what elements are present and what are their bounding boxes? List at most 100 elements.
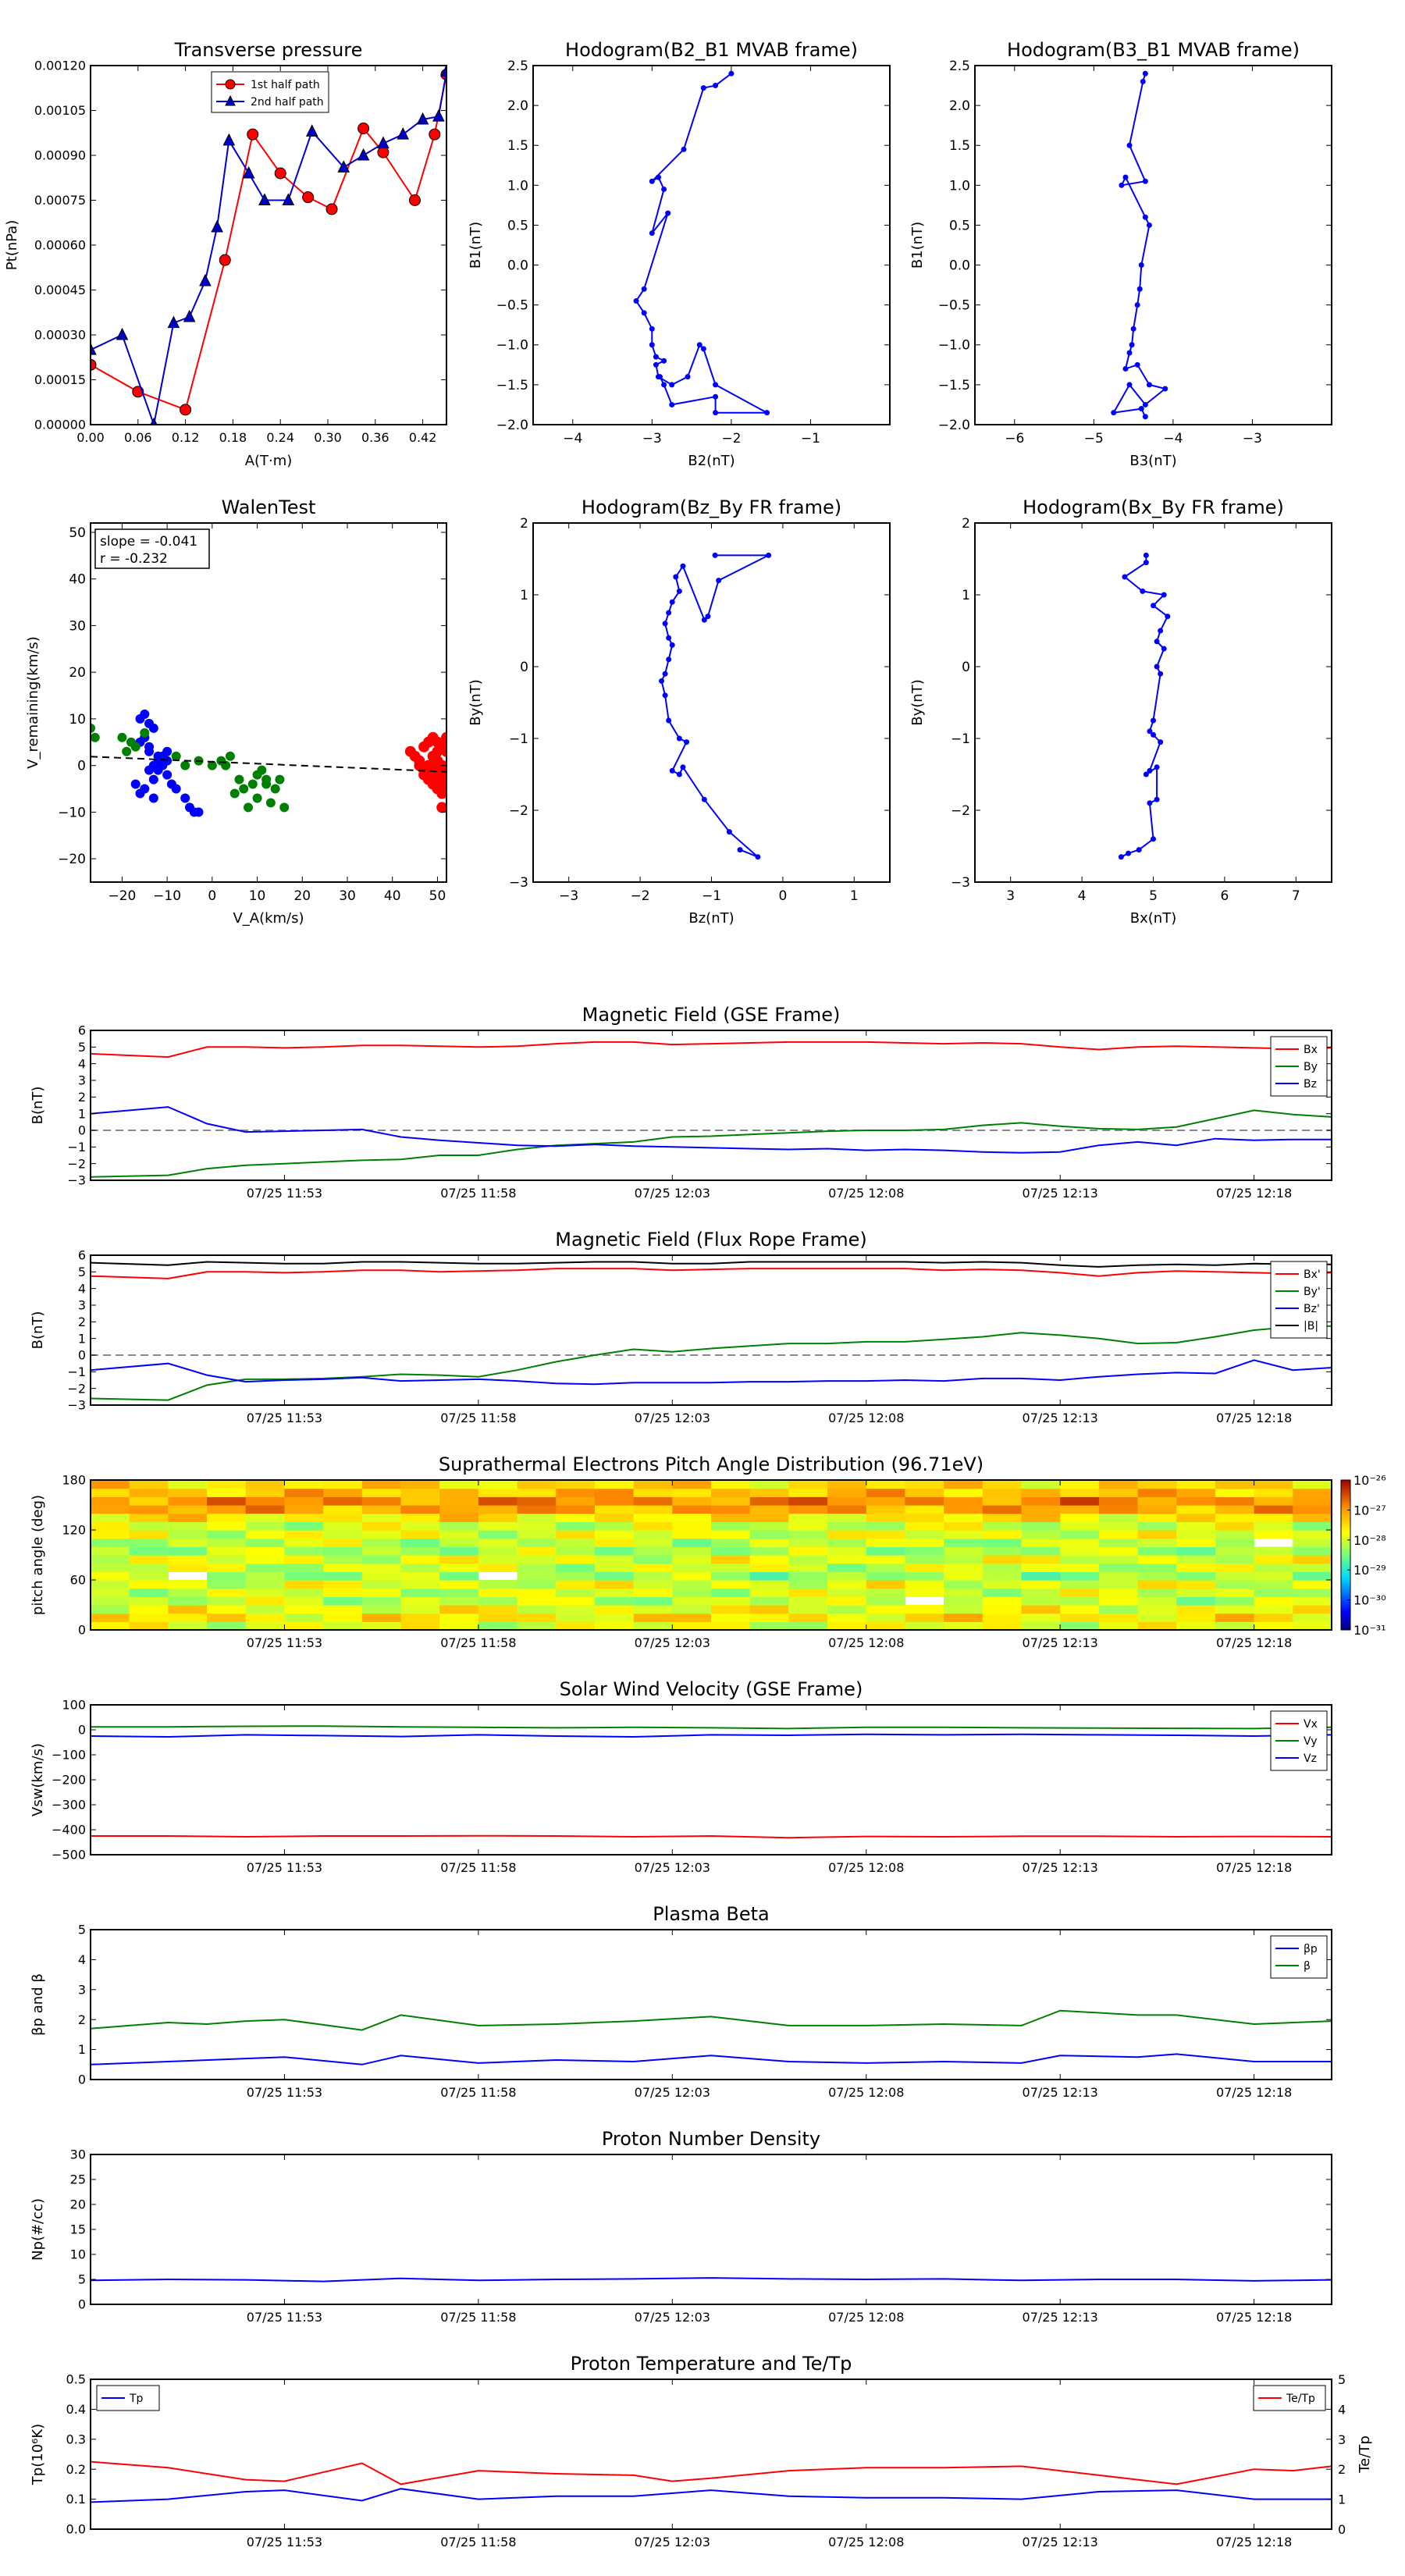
heatmap-cell [982, 1605, 1023, 1614]
data-point [91, 343, 97, 355]
heatmap-cell [91, 1521, 130, 1531]
heatmap-cell [1098, 1588, 1139, 1597]
walen-point [244, 802, 254, 813]
heatmap-cell [207, 1521, 247, 1531]
heatmap-cell [517, 1480, 557, 1489]
hodogram-point [1138, 406, 1144, 412]
x-tick-label: 0.36 [361, 430, 389, 445]
heatmap-cell [594, 1505, 635, 1514]
heatmap-cell [1098, 1605, 1139, 1614]
hodogram-point [669, 401, 675, 407]
heatmap-cell [944, 1488, 984, 1497]
heatmap-cell [323, 1488, 363, 1497]
heatmap-cell [982, 1613, 1023, 1622]
plot-frame [532, 522, 891, 883]
plot-area [91, 1725, 1332, 1839]
x-tick-label: 07/25 11:53 [247, 2535, 322, 2549]
heatmap-cell [1060, 1580, 1100, 1589]
heatmap-cell [1254, 1546, 1293, 1556]
y-tick-label: 0.00045 [34, 283, 86, 297]
chart-proton-density: Proton Number Density 07/25 11:53 07/25 11… [30, 2128, 1332, 2325]
heatmap-cell [1098, 1530, 1139, 1539]
hodogram-point [1142, 70, 1148, 76]
heatmap-cell [749, 1588, 789, 1597]
heatmap-cell [1293, 1530, 1332, 1539]
heatmap-cell [400, 1513, 440, 1522]
x-tick-label: −2 [631, 888, 650, 904]
y-axis-label: pitch angle (deg) [30, 1495, 46, 1615]
x-tick-label: 07/25 12:18 [1216, 1860, 1292, 1875]
x-tick-label: 07/25 11:58 [440, 1411, 516, 1425]
heatmap-cell [1098, 1596, 1139, 1606]
heatmap-cell [1176, 1563, 1216, 1572]
y2-tick-label: 4 [1338, 2402, 1346, 2417]
hodogram-point [685, 374, 691, 380]
x-tick-label: 07/25 12:18 [1216, 1411, 1292, 1425]
heatmap-cell [439, 1571, 479, 1581]
y-tick-label: 0 [78, 1348, 86, 1363]
heatmap-cell [788, 1571, 828, 1581]
heatmap-cell [594, 1588, 635, 1597]
x-tick-label: 50 [429, 888, 446, 904]
hodogram-point [1122, 365, 1129, 372]
heatmap-cell [361, 1488, 402, 1497]
walen-point [275, 774, 285, 785]
hodogram-point [1158, 739, 1164, 745]
heatmap-cell [168, 1580, 208, 1589]
hodogram-point [1154, 764, 1160, 770]
hodogram-point [1158, 628, 1164, 634]
heatmap-cell [594, 1580, 635, 1589]
data-point [247, 128, 259, 141]
heatmap-cell [788, 1555, 828, 1564]
heatmap-cell [944, 1621, 984, 1630]
heatmap-cell [1137, 1513, 1177, 1522]
heatmap-cell [1060, 1530, 1100, 1539]
y-axis-label: B1(nT) [909, 222, 926, 269]
y-tick-label: 25 [70, 2172, 86, 2187]
heatmap-cell [788, 1588, 828, 1597]
y-tick-label: 0 [520, 660, 528, 675]
walen-point [270, 784, 280, 794]
heatmap-cell [129, 1555, 169, 1564]
heatmap-cell [1293, 1605, 1332, 1614]
x-tick-label: 1 [850, 888, 859, 904]
y-tick-label: 0.00120 [34, 59, 86, 73]
chart-title: Magnetic Field (GSE Frame) [582, 1004, 841, 1026]
heatmap-cell [129, 1505, 169, 1514]
heatmap-cell [556, 1480, 596, 1489]
hodogram-point [1126, 142, 1133, 148]
heatmap-cell [633, 1588, 673, 1597]
y-tick-label: 2 [520, 516, 528, 532]
walen-point [441, 764, 446, 776]
x-tick-label: −5 [1084, 431, 1104, 447]
heatmap-cell [556, 1513, 596, 1522]
y-tick-label: 20 [69, 665, 86, 681]
heatmap-cell [168, 1513, 208, 1522]
heatmap-cell [478, 1530, 518, 1539]
heatmap-cell [168, 1530, 208, 1539]
heatmap-cell [982, 1496, 1023, 1506]
y-tick-label: −1.5 [496, 378, 528, 393]
heatmap-cell [245, 1596, 286, 1606]
heatmap-cell [1176, 1588, 1216, 1597]
heatmap-cell [1060, 1480, 1100, 1489]
walen-point [162, 770, 173, 780]
heatmap-cell [1098, 1580, 1139, 1589]
y-tick-label: 0.00075 [34, 193, 86, 208]
heatmap-cell [672, 1571, 712, 1581]
heatmap-cell [284, 1521, 324, 1531]
heatmap-cell [1021, 1571, 1061, 1581]
heatmap-cell [517, 1571, 557, 1581]
heatmap-cell [91, 1621, 130, 1630]
heatmap-cell [91, 1530, 130, 1539]
heatmap-cell [168, 1588, 208, 1597]
heatmap-cell [633, 1596, 673, 1606]
heatmap-cell [1137, 1546, 1177, 1556]
plot-frame [90, 522, 447, 883]
x-tick-label: 20 [293, 888, 311, 904]
x-tick-label: 0 [778, 888, 787, 904]
heatmap-cell [478, 1480, 518, 1489]
heatmap-cell [944, 1480, 984, 1489]
heatmap-cell [711, 1596, 751, 1606]
heatmap-cell [1293, 1588, 1332, 1597]
